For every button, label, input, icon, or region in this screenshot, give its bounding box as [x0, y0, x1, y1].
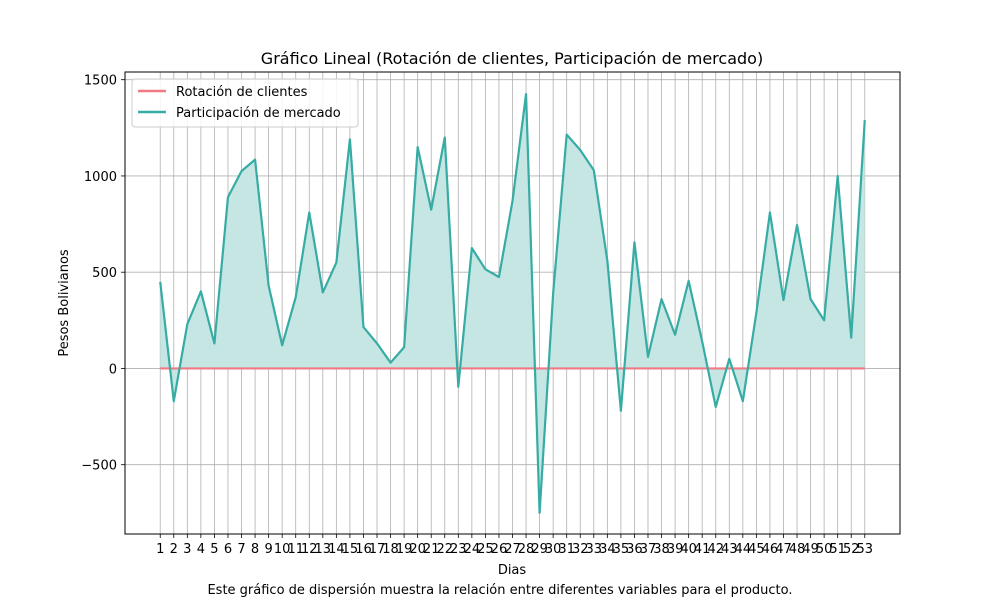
x-tick-label: 13: [315, 542, 332, 557]
legend: Rotación de clientes Participación de me…: [131, 78, 359, 128]
x-tick-label: 27: [504, 542, 521, 557]
x-tick-label: 38: [653, 542, 670, 557]
x-tick-label: 40: [680, 542, 697, 557]
x-tick-label: 17: [369, 542, 386, 557]
y-tick-label: 1500: [84, 74, 117, 89]
x-axis: 1 2 3 4 5 6 7 8 9 1011121314151617181920212223242…: [156, 534, 873, 557]
x-tick-label: 53: [856, 542, 873, 557]
x-tick-label: 10: [274, 542, 291, 557]
y-axis-label: Pesos Bolivianos: [57, 249, 72, 357]
x-tick-label: 9: [264, 542, 272, 557]
y-tick-label: 500: [92, 266, 117, 281]
x-tick-label: 2: [170, 542, 178, 557]
x-tick-label: 35: [613, 542, 630, 557]
legend-label-participacion: Participación de mercado: [176, 106, 341, 121]
x-tick-label: 37: [640, 542, 657, 557]
x-tick-label: 4: [197, 542, 205, 557]
x-tick-label: 7: [237, 542, 245, 557]
x-tick-label: 31: [558, 542, 575, 557]
x-tick-label: 3: [183, 542, 191, 557]
x-tick-label: 42: [707, 542, 724, 557]
x-tick-label: 52: [843, 542, 860, 557]
x-tick-label: 5: [210, 542, 218, 557]
x-tick-label: 20: [409, 542, 426, 557]
x-tick-label: 8: [251, 542, 259, 557]
x-tick-label: 50: [816, 542, 833, 557]
x-tick-label: 29: [531, 542, 548, 557]
x-tick-label: 24: [464, 542, 481, 557]
x-tick-label: 51: [829, 542, 846, 557]
x-tick-label: 49: [802, 542, 819, 557]
legend-box: [131, 78, 359, 128]
x-tick-label: 6: [224, 542, 232, 557]
series-area-participacion: [160, 94, 865, 513]
x-tick-label: 34: [599, 542, 616, 557]
x-tick-label: 32: [572, 542, 589, 557]
x-tick-label: 33: [586, 542, 603, 557]
x-tick-label: 23: [450, 542, 467, 557]
x-tick-label: 14: [328, 542, 345, 557]
x-tick-label: 22: [436, 542, 453, 557]
legend-label-rotacion: Rotación de clientes: [176, 85, 308, 100]
x-tick-label: 26: [491, 542, 508, 557]
x-tick-label: 11: [287, 542, 304, 557]
x-tick-label: 48: [789, 542, 806, 557]
x-tick-label: 30: [545, 542, 562, 557]
x-tick-label: 12: [301, 542, 318, 557]
x-tick-label: 46: [762, 542, 779, 557]
x-tick-label: 21: [423, 542, 440, 557]
x-tick-label: 47: [775, 542, 792, 557]
x-tick-label: 28: [518, 542, 535, 557]
x-tick-label: 45: [748, 542, 765, 557]
x-tick-label: 16: [355, 542, 372, 557]
x-tick-label: 36: [626, 542, 643, 557]
y-tick-label: −500: [81, 459, 117, 474]
y-axis: −500 0 500 1000 1500: [81, 74, 125, 474]
y-tick-label: 0: [109, 362, 117, 377]
x-tick-label: 19: [396, 542, 413, 557]
x-tick-label: 44: [735, 542, 752, 557]
x-tick-label: 41: [694, 542, 711, 557]
chart-caption: Este gráfico de dispersión muestra la re…: [207, 583, 793, 598]
y-tick-label: 1000: [84, 170, 117, 185]
x-tick-label: 25: [477, 542, 494, 557]
x-tick-label: 43: [721, 542, 738, 557]
x-tick-label: 39: [667, 542, 684, 557]
x-tick-label: 15: [342, 542, 359, 557]
chart-title: Gráfico Lineal (Rotación de clientes, Pa…: [261, 49, 763, 68]
x-axis-label: Dias: [498, 563, 527, 578]
x-tick-label: 1: [156, 542, 164, 557]
x-tick-label: 18: [382, 542, 399, 557]
